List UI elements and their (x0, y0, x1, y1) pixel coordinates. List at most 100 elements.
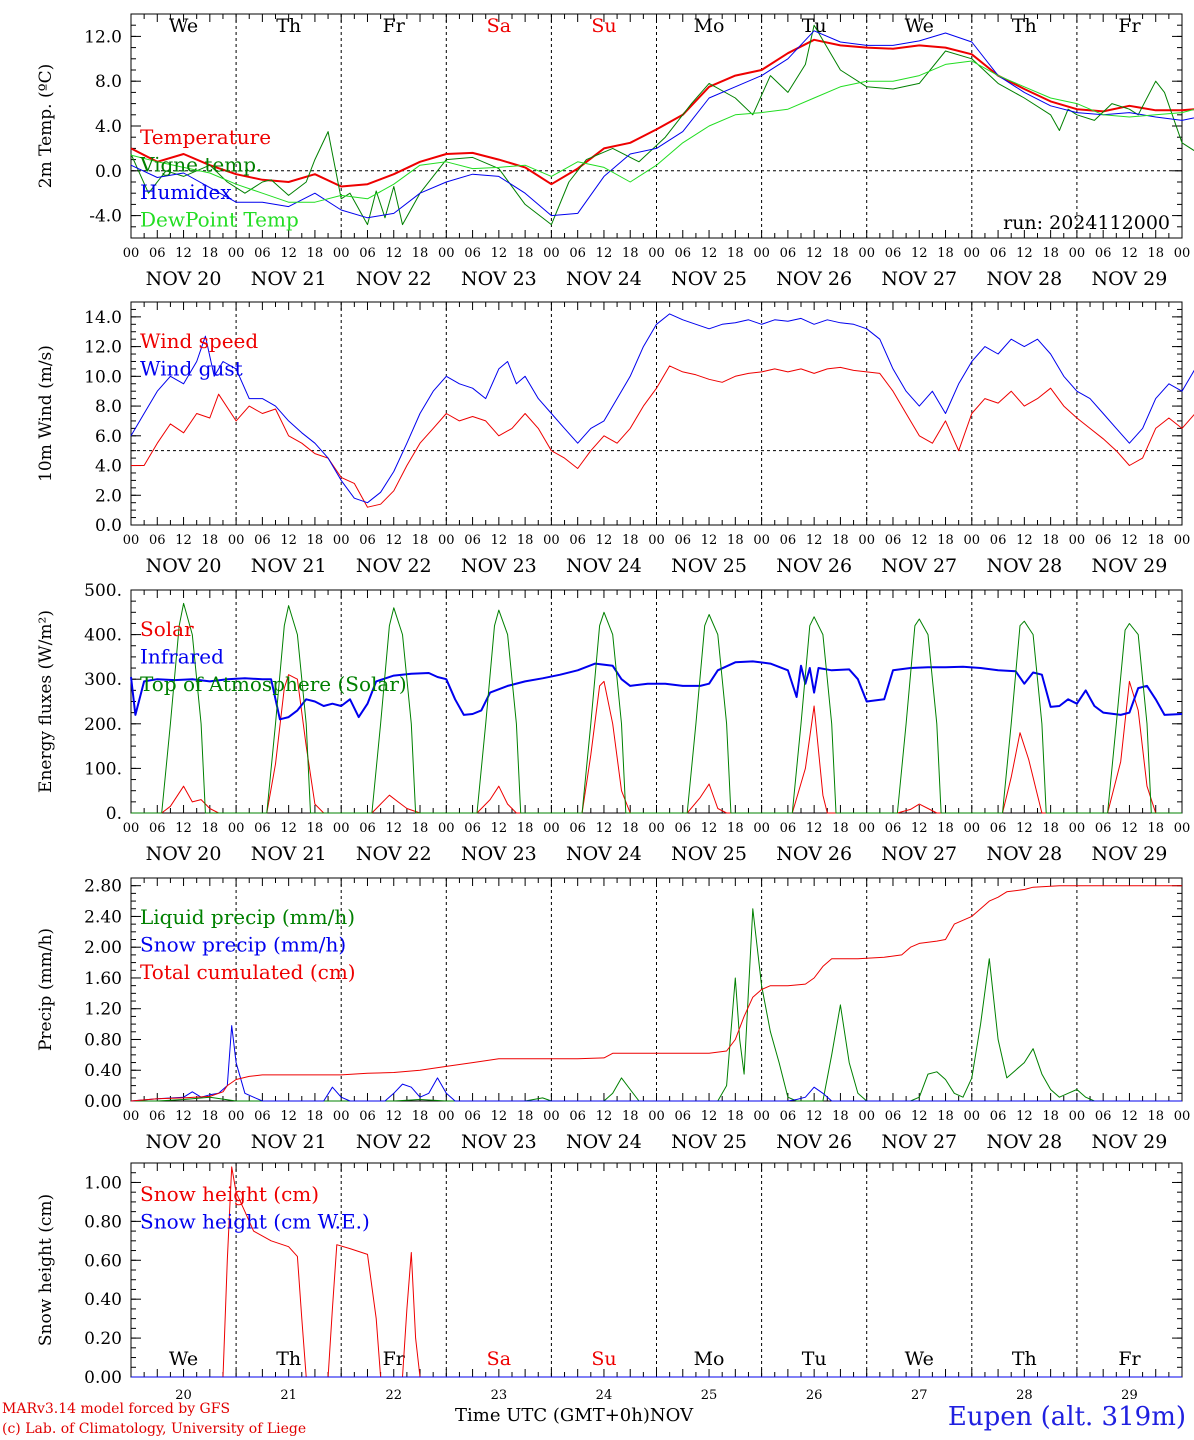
day-number-label: 21 (280, 1388, 297, 1403)
date-label: NOV 21 (251, 1131, 327, 1153)
hour-tick-label: 12 (491, 533, 508, 548)
hour-tick-label: 00 (1174, 821, 1191, 836)
date-label: NOV 28 (986, 555, 1062, 577)
hour-tick-label: 12 (911, 533, 928, 548)
weekday-label: Sa (487, 1348, 511, 1370)
hour-tick-label: 06 (569, 1109, 586, 1124)
series-line (130, 660, 1183, 721)
y-tick-label: 0.20 (84, 1329, 122, 1349)
hour-tick-label: 12 (280, 533, 297, 548)
date-label: NOV 24 (566, 555, 642, 577)
legend-entry: Humidex (140, 180, 232, 204)
hour-tick-label: 12 (491, 1109, 508, 1124)
series-line (130, 60, 1194, 203)
date-label: NOV 23 (461, 555, 537, 577)
series-line (130, 1025, 1182, 1102)
y-tick-label: 2.80 (84, 877, 122, 897)
x-axis-title-text: Time UTC (GMT+0h) (455, 1405, 650, 1426)
hour-tick-label: 00 (964, 821, 981, 836)
hour-tick-label: 00 (438, 246, 455, 261)
day-number-label: 24 (596, 1388, 613, 1403)
hour-tick-label: 00 (333, 533, 350, 548)
hour-tick-label: 00 (543, 246, 560, 261)
hour-tick-label: 18 (832, 821, 849, 836)
hour-tick-label: 18 (517, 821, 534, 836)
y-tick-label: 2.40 (84, 907, 122, 927)
weekday-label: Mo (694, 15, 725, 37)
hour-tick-label: 06 (990, 533, 1007, 548)
hour-tick-label: 00 (333, 1109, 350, 1124)
hour-tick-label: 00 (123, 533, 140, 548)
hour-tick-label: 12 (806, 821, 823, 836)
hour-tick-label: 12 (280, 821, 297, 836)
y-tick-label: 2.00 (84, 938, 122, 958)
y-axis-label: Precip (mm/h) (36, 928, 56, 1051)
hour-tick-label: 06 (1095, 1109, 1112, 1124)
hour-tick-label: 06 (149, 821, 166, 836)
day-number-label: 26 (806, 1388, 823, 1403)
series-line (131, 674, 1182, 814)
series-line (130, 24, 1194, 226)
y-tick-label: 0.00 (84, 1368, 122, 1388)
hour-tick-label: 12 (280, 1109, 297, 1124)
day-number-label: 20 (175, 1388, 192, 1403)
hour-tick-label: 00 (333, 821, 350, 836)
hour-tick-label: 12 (806, 533, 823, 548)
panel-frame (130, 589, 1183, 814)
date-label: NOV 24 (566, 1131, 642, 1153)
date-label: NOV 20 (146, 268, 222, 290)
hour-tick-label: 12 (701, 246, 718, 261)
weekday-label: We (169, 15, 198, 37)
hour-tick-label: 12 (175, 821, 192, 836)
weekday-label: Su (591, 15, 616, 37)
date-label: NOV 26 (776, 843, 852, 865)
y-tick-label: 6.0 (95, 427, 122, 447)
hour-tick-label: 18 (412, 821, 429, 836)
hour-tick-label: 18 (517, 246, 534, 261)
hour-tick-label: 06 (254, 821, 271, 836)
hour-tick-label: 12 (911, 246, 928, 261)
hour-tick-label: 06 (464, 533, 481, 548)
series-line (130, 885, 1182, 1102)
hour-tick-label: 18 (202, 821, 219, 836)
date-label: NOV 26 (776, 555, 852, 577)
hour-tick-label: 12 (596, 821, 613, 836)
hour-tick-label: 12 (385, 1109, 402, 1124)
y-tick-label: 0.00 (84, 1092, 122, 1112)
y-tick-label: 0.40 (84, 1290, 122, 1310)
weekday-label: Sa (487, 15, 511, 37)
hour-tick-label: 18 (202, 1109, 219, 1124)
hour-tick-label: 12 (596, 1109, 613, 1124)
hour-tick-label: 00 (858, 1109, 875, 1124)
hour-tick-label: 06 (885, 246, 902, 261)
date-label: NOV 22 (356, 1131, 432, 1153)
hour-tick-label: 06 (254, 1109, 271, 1124)
hour-tick-label: 00 (438, 533, 455, 548)
hour-tick-label: 06 (1095, 246, 1112, 261)
legend-entry: Liquid precip (mm/h) (140, 905, 355, 929)
hour-tick-label: 00 (1174, 246, 1191, 261)
hour-tick-label: 00 (648, 246, 665, 261)
hour-tick-label: 18 (1042, 246, 1059, 261)
hour-tick-label: 00 (228, 533, 245, 548)
hour-tick-label: 06 (675, 246, 692, 261)
hour-tick-label: 12 (175, 246, 192, 261)
y-tick-label: 0.80 (84, 1212, 122, 1232)
hour-tick-label: 00 (333, 246, 350, 261)
hour-tick-label: 18 (622, 1109, 639, 1124)
hour-tick-label: 18 (937, 533, 954, 548)
date-label: NOV 21 (251, 843, 327, 865)
weekday-label: We (905, 15, 934, 37)
legend-entry: Wind speed (140, 329, 258, 353)
hour-tick-label: 18 (832, 533, 849, 548)
legend-entry: Temperature (140, 125, 271, 149)
date-label: NOV 26 (776, 268, 852, 290)
hour-tick-label: 12 (1121, 1109, 1138, 1124)
hour-tick-label: 06 (780, 533, 797, 548)
hour-tick-label: 00 (543, 533, 560, 548)
hour-tick-label: 00 (1069, 246, 1086, 261)
date-label: NOV 29 (1092, 1131, 1168, 1153)
hour-tick-label: 12 (911, 1109, 928, 1124)
y-axis-label: 10m Wind (m/s) (36, 345, 56, 482)
hour-tick-label: 12 (385, 533, 402, 548)
